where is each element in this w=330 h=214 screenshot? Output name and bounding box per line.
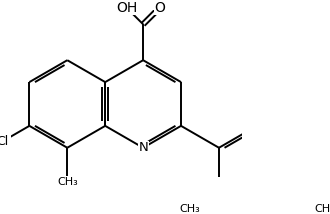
Text: N: N [138,141,148,154]
Text: CH₃: CH₃ [179,204,200,214]
Text: OH: OH [116,1,137,15]
Text: CH₃: CH₃ [314,204,330,214]
Text: CH₃: CH₃ [57,177,78,187]
Text: Cl: Cl [0,135,8,148]
Text: O: O [154,1,165,15]
